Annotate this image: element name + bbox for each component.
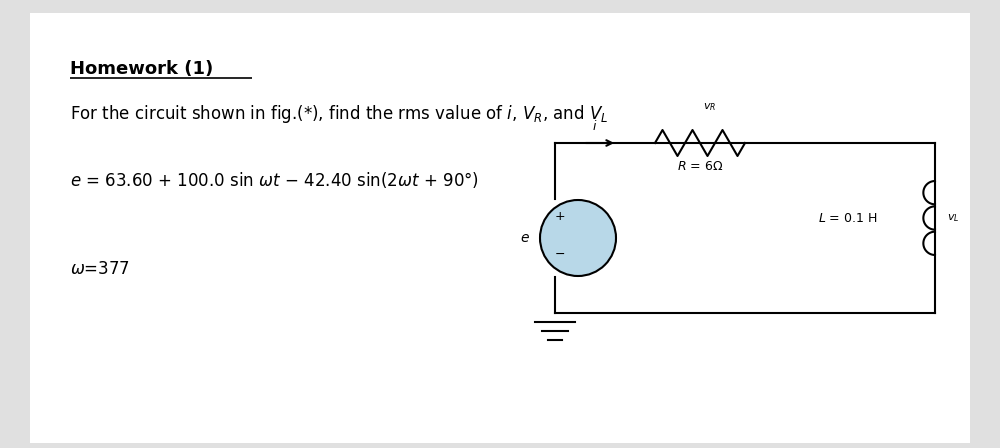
Text: +: + (555, 210, 565, 223)
Text: $i$: $i$ (592, 119, 598, 133)
Text: $\omega$=377: $\omega$=377 (70, 260, 130, 278)
Text: $v_L$: $v_L$ (947, 212, 959, 224)
Text: Homework (1): Homework (1) (70, 60, 213, 78)
Text: $e$ = 63.60 + 100.0 sin $\omega t$ $-$ 42.40 sin(2$\omega t$ + 90°): $e$ = 63.60 + 100.0 sin $\omega t$ $-$ 4… (70, 170, 479, 190)
Text: $v_R$: $v_R$ (703, 101, 717, 113)
Text: $e$: $e$ (520, 231, 530, 245)
Circle shape (540, 200, 616, 276)
FancyBboxPatch shape (30, 13, 970, 443)
Text: $-$: $-$ (554, 247, 566, 260)
Text: $L$ = 0.1 H: $L$ = 0.1 H (818, 211, 877, 224)
Text: For the circuit shown in fig.(*), find the rms value of $i$, $V_R$, and $V_L$: For the circuit shown in fig.(*), find t… (70, 103, 608, 125)
Text: $R$ = 6$\Omega$: $R$ = 6$\Omega$ (677, 160, 723, 173)
